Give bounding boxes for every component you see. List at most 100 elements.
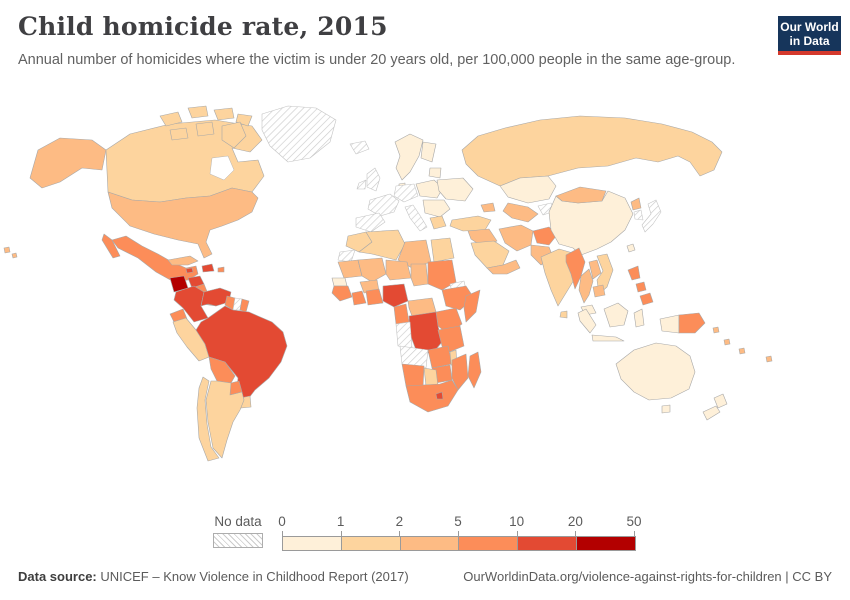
country-south-korea[interactable] [633, 209, 644, 221]
country-somalia[interactable] [463, 289, 481, 323]
country-venezuela[interactable] [200, 287, 232, 307]
country-afghanistan[interactable] [532, 226, 558, 246]
country-ghana-benin[interactable] [365, 288, 384, 306]
country-niger[interactable] [385, 259, 412, 281]
country-baffin-island[interactable] [221, 121, 247, 149]
country-turkey[interactable] [449, 215, 492, 232]
country-ivory-coast[interactable] [351, 290, 367, 306]
country-sulawesi[interactable] [633, 308, 645, 328]
country-laos[interactable] [588, 259, 602, 280]
country-spain-portugal[interactable] [355, 212, 386, 233]
country-mexico[interactable] [111, 235, 199, 283]
country-hawaii[interactable] [3, 246, 11, 254]
country-myanmar[interactable] [565, 247, 586, 290]
country-chile[interactable] [196, 376, 220, 462]
country-jamaica[interactable] [185, 267, 194, 274]
country-philippines[interactable] [627, 265, 641, 281]
country-hispaniola[interactable] [201, 263, 215, 273]
country-tasmania[interactable] [661, 404, 671, 414]
country-greece-albania[interactable] [429, 215, 447, 230]
country-french-guiana[interactable] [239, 298, 250, 313]
country-papua-new-guinea[interactable] [678, 312, 706, 334]
country-mongolia[interactable] [555, 186, 607, 204]
country-borneo[interactable] [603, 302, 629, 328]
legend-bin-2-5[interactable] [400, 537, 460, 550]
country-uzbekistan-turkmenistan[interactable] [502, 202, 539, 223]
country-hawaii[interactable] [11, 252, 18, 259]
legend-bin-5-10[interactable] [459, 537, 519, 550]
legend-bin-20-50[interactable] [577, 537, 635, 550]
country-canada-island[interactable] [169, 127, 189, 141]
legend-bin-10-20[interactable] [518, 537, 578, 550]
country-poland-czechia[interactable] [415, 179, 444, 199]
country-saudi-arabia[interactable] [470, 240, 510, 269]
country-nigeria[interactable] [382, 283, 409, 308]
country-finland[interactable] [420, 141, 437, 163]
country-united-kingdom[interactable] [366, 167, 381, 192]
legend-bin-0-1[interactable] [283, 537, 342, 550]
country-western-sahara[interactable] [337, 249, 356, 263]
country-philippines[interactable] [639, 292, 654, 306]
country-new-zealand[interactable] [713, 393, 728, 409]
country-canada-island[interactable] [159, 111, 183, 127]
country-west-papua[interactable] [659, 314, 680, 334]
country-namibia[interactable] [401, 363, 425, 389]
country-france[interactable] [367, 193, 400, 217]
owid-logo[interactable]: Our World in Data [778, 16, 841, 55]
country-yemen-oman[interactable] [486, 259, 521, 275]
country-sumatra[interactable] [577, 308, 597, 334]
country-ireland[interactable] [356, 179, 367, 190]
country-italy[interactable] [404, 204, 428, 232]
country-russia[interactable] [461, 115, 723, 187]
country-philippines[interactable] [635, 281, 647, 293]
country-thailand[interactable] [578, 268, 594, 304]
country-puerto-rico[interactable] [217, 266, 225, 273]
country-madagascar[interactable] [467, 351, 482, 389]
country-gabon-congo[interactable] [395, 321, 413, 349]
country-sri-lanka[interactable] [559, 310, 568, 319]
country-romania-balkans[interactable] [422, 199, 451, 218]
country-canada-island[interactable] [195, 121, 215, 137]
country-japan[interactable] [641, 199, 662, 233]
country-baja-california[interactable] [101, 233, 121, 259]
country-egypt[interactable] [430, 237, 455, 263]
no-data-swatch[interactable] [213, 533, 263, 548]
country-guinea-region[interactable] [331, 285, 353, 302]
country-pacific-island[interactable] [738, 347, 746, 355]
country-south-africa[interactable] [405, 379, 459, 413]
country-java[interactable] [591, 334, 625, 342]
country-alaska[interactable] [29, 137, 107, 189]
country-cameroon[interactable] [393, 303, 410, 325]
country-mali[interactable] [357, 257, 387, 283]
country-cambodia[interactable] [592, 284, 606, 298]
country-zambia[interactable] [427, 345, 453, 369]
country-brazil[interactable] [195, 305, 288, 404]
country-lesotho[interactable] [435, 391, 444, 400]
country-argentina[interactable] [205, 380, 245, 459]
country-united-states[interactable] [107, 187, 259, 259]
country-norway-sweden[interactable] [394, 133, 424, 181]
country-baltics[interactable] [428, 167, 442, 179]
country-australia[interactable] [615, 342, 696, 401]
country-pacific-island[interactable] [712, 326, 720, 334]
country-iceland[interactable] [349, 140, 370, 155]
country-canada-island[interactable] [187, 105, 209, 119]
country-taiwan[interactable] [626, 243, 636, 253]
country-algeria[interactable] [358, 229, 406, 261]
country-botswana[interactable] [423, 367, 439, 387]
country-sudan[interactable] [427, 259, 457, 291]
legend-bin-1-2[interactable] [341, 537, 401, 550]
country-greenland[interactable] [261, 105, 337, 163]
country-kazakhstan[interactable] [499, 175, 557, 204]
country-north-korea[interactable] [630, 197, 642, 211]
country-germany[interactable] [393, 183, 419, 203]
country-mozambique[interactable] [451, 353, 469, 391]
country-new-zealand[interactable] [702, 405, 721, 421]
country-ukraine-belarus[interactable] [436, 177, 474, 202]
country-canada-island[interactable] [213, 107, 235, 121]
country-angola[interactable] [399, 345, 429, 369]
country-iran[interactable] [498, 224, 534, 252]
country-pacific-island[interactable] [723, 338, 731, 346]
country-pacific-island[interactable] [765, 355, 773, 363]
credit-link[interactable]: OurWorldinData.org/violence-against-righ… [463, 569, 832, 584]
